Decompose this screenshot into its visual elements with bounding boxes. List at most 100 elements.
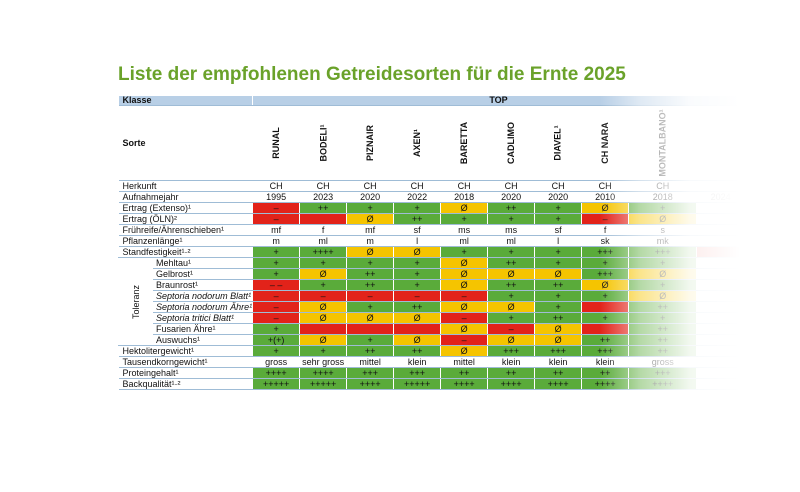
variety-name: BODELI¹: [318, 124, 329, 162]
variety-name: BARETTA: [459, 121, 470, 165]
table-row: Proteingehalt¹ ++++ ++++ +++ +++ ++ ++ ++ ++ +++: [118, 367, 744, 379]
rating-cell: sf: [534, 224, 582, 236]
rating-cell: 2022: [393, 191, 441, 203]
rating-cell: Ø: [487, 334, 535, 346]
rating-cell: mittel: [346, 356, 394, 368]
table-row: Aufnahmejahr 1995 2023 2020 2022 2018 2020 2020…: [118, 191, 744, 203]
rating-cell: ++++: [299, 246, 347, 258]
toleranz-label-text: Toleranz: [131, 284, 142, 319]
rating-cell: +: [346, 301, 394, 313]
rating-cell: [696, 345, 744, 357]
rating-cell: 1995: [252, 191, 300, 203]
rating-cell: ++: [581, 334, 629, 346]
rating-cell: +: [628, 312, 697, 324]
rating-cell: Ø: [534, 268, 582, 280]
row-label: Ertrag (ÖLN)²: [118, 213, 253, 225]
rating-cell: ++++: [299, 367, 347, 379]
rating-cell: [696, 235, 744, 247]
rating-cell: +: [440, 246, 488, 258]
table-row: Gelbrost¹ + Ø ++ + Ø Ø Ø +++ Ø: [119, 268, 744, 280]
rating-cell: –: [346, 290, 394, 302]
rating-cell: +: [487, 213, 535, 225]
rating-cell: [696, 180, 744, 192]
rating-cell: +++++: [299, 378, 347, 390]
rating-cell: l: [534, 235, 582, 247]
variety-name: MONTALBANO¹: [657, 109, 668, 177]
rating-cell: +: [299, 345, 347, 357]
table-row: Auswuchs¹ +(+) Ø + Ø – Ø Ø ++ ++: [119, 334, 744, 346]
rating-cell: –: [440, 290, 488, 302]
rating-cell: ms: [487, 224, 535, 236]
rating-cell: [581, 301, 629, 313]
rating-cell: [299, 323, 347, 335]
variety-header-cell: CADLIMO: [487, 105, 535, 181]
rating-cell: Ø: [628, 213, 697, 225]
rating-cell: ++: [534, 312, 582, 324]
table-row: Ertrag (ÖLN)² – Ø ++ + + + – Ø: [118, 213, 744, 225]
table-row: Hektolitergewicht¹ + + ++ ++ Ø +++ +++ +++ ++: [118, 345, 744, 357]
rating-cell: Ø: [581, 202, 629, 214]
row-label: Braunrost¹: [153, 279, 253, 291]
rating-cell: klein: [534, 356, 582, 368]
rating-cell: [581, 323, 629, 335]
variety-name: RUNAL: [271, 127, 282, 159]
rating-cell: Ø: [440, 268, 488, 280]
row-label: Aufnahmejahr: [118, 191, 253, 203]
variety-header-cell: PIZNAIR: [346, 105, 394, 181]
variety-header-cell: RUNAL: [252, 105, 300, 181]
rating-cell: [696, 356, 744, 368]
row-label: Ertrag (Extenso)¹: [118, 202, 253, 214]
rating-cell: ++: [346, 268, 394, 280]
rating-cell: +: [252, 345, 300, 357]
rating-cell: gross: [252, 356, 300, 368]
klasse-value: TOP: [252, 96, 744, 106]
rating-cell: Ø: [440, 202, 488, 214]
rating-cell: Ø: [534, 323, 582, 335]
rating-cell: Ø: [487, 301, 535, 313]
rating-cell: CH: [393, 180, 441, 192]
rating-cell: Ø: [440, 301, 488, 313]
rating-cell: Ø: [393, 312, 441, 324]
rating-cell: [696, 334, 744, 346]
rating-cell: +: [534, 213, 582, 225]
variety-name: CH NARA: [600, 122, 611, 164]
table-row: Braunrost¹ – – + ++ + Ø ++ ++ Ø +: [119, 279, 744, 291]
rating-cell: [696, 257, 744, 269]
table-row: Toleranz Mehltau¹ + + + + Ø ++ + + +: [118, 257, 744, 346]
rating-cell: [346, 323, 394, 335]
row-label: Mehltau¹: [153, 257, 253, 269]
rating-cell: +++: [581, 246, 629, 258]
rating-cell: +++++: [393, 378, 441, 390]
variety-header-cell: CH NARA: [581, 105, 629, 181]
rating-cell: +: [628, 257, 697, 269]
rating-cell: +: [440, 213, 488, 225]
rating-cell: Ø: [299, 334, 347, 346]
row-label: Gelbrost¹: [153, 268, 253, 280]
variety-name: PIZNAIR: [365, 125, 376, 161]
variety-table: Klasse TOP Sorte RUNAL BODELI¹ PIZNAIR AXEN¹ BA…: [118, 96, 744, 390]
rating-cell: +: [534, 202, 582, 214]
row-label: Septoria nodorum Blatt¹: [153, 290, 253, 302]
sorte-label: Sorte: [118, 105, 253, 181]
rating-cell: –: [487, 323, 535, 335]
row-label: Pflanzenlänge¹: [118, 235, 253, 247]
rating-cell: CH: [346, 180, 394, 192]
rating-cell: l: [393, 235, 441, 247]
rating-cell: ++: [346, 279, 394, 291]
rating-cell: [393, 323, 441, 335]
rating-cell: +++: [581, 268, 629, 280]
rating-cell: ++: [487, 257, 535, 269]
table-row: Frühreife/Ährenschieben¹ mf f mf sf ms ms sf f s: [118, 224, 744, 236]
rating-cell: +: [487, 290, 535, 302]
rating-cell: –: [440, 312, 488, 324]
rating-cell: +: [581, 312, 629, 324]
row-label: Septoria tritici Blatt¹: [153, 312, 253, 324]
row-label: Hektolitergewicht¹: [118, 345, 253, 357]
variety-header-cell: AXEN¹: [393, 105, 441, 181]
rating-cell: Ø: [346, 246, 394, 258]
rating-cell: [696, 202, 744, 214]
rating-cell: +: [346, 334, 394, 346]
rating-cell: Ø: [487, 268, 535, 280]
variety-name: CADLIMO: [506, 122, 517, 164]
row-label: Septoria nodorum Ähre¹: [153, 301, 253, 313]
